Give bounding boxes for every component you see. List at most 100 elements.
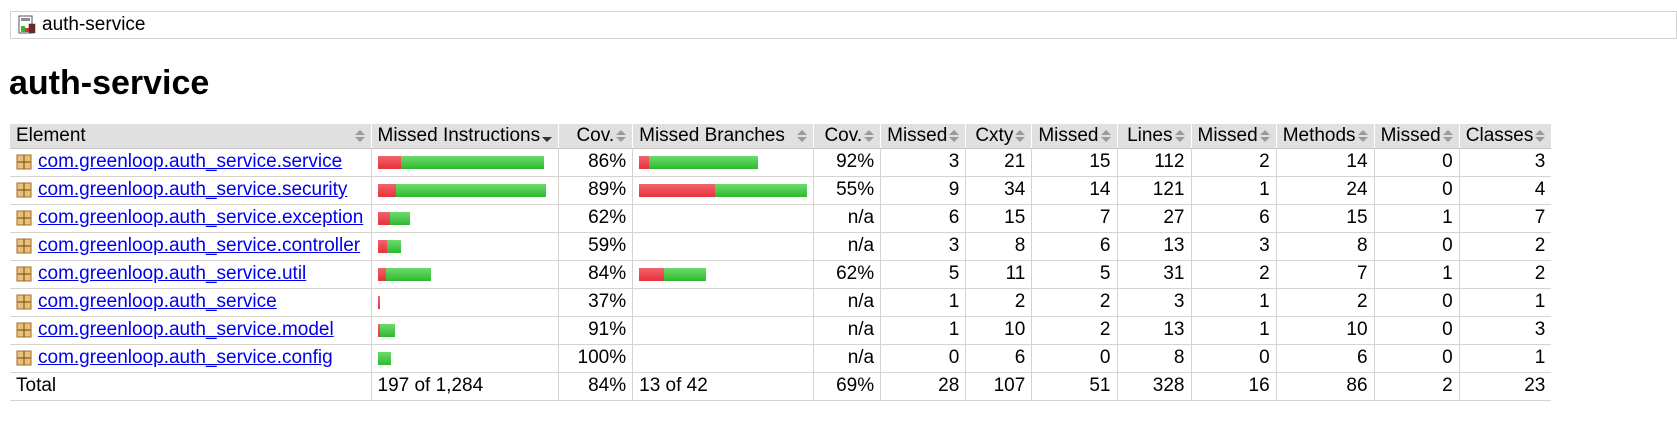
element-cell: com.greenloop.auth_service.service [10, 148, 371, 177]
missed-complexity: 5 [880, 260, 966, 289]
header-element[interactable]: Element [10, 124, 371, 149]
missed-lines: 2 [1031, 288, 1117, 317]
package-link[interactable]: com.greenloop.auth_service.service [38, 151, 343, 172]
branches-bar-cell [632, 316, 814, 345]
total-branch-coverage: 69% [813, 372, 881, 401]
header-classes[interactable]: Classes [1458, 124, 1552, 149]
sort-icon [1100, 129, 1111, 143]
missed-segment [377, 211, 390, 225]
lines: 121 [1116, 176, 1191, 205]
missed-complexity: 1 [880, 288, 966, 317]
missed-methods: 2 [1190, 148, 1277, 177]
report-icon [18, 15, 36, 35]
covered-segment [386, 239, 401, 253]
sort-icon [949, 129, 960, 143]
instructions-bar-cell [370, 148, 559, 177]
header-complexity[interactable]: Cxty [965, 124, 1032, 149]
element-cell: com.greenloop.auth_service [10, 288, 371, 317]
package-link[interactable]: com.greenloop.auth_service.exception [38, 207, 364, 228]
table-row: com.greenloop.auth_service.security 89% 55… [10, 176, 1552, 205]
header-missed-classes[interactable]: Missed [1373, 124, 1460, 149]
header-instruction-coverage[interactable]: Cov. [558, 124, 633, 149]
complexity: 21 [965, 148, 1032, 177]
package-link[interactable]: com.greenloop.auth_service.controller [38, 235, 361, 256]
package-link[interactable]: com.greenloop.auth_service.util [38, 263, 307, 284]
element-cell: com.greenloop.auth_service.config [10, 344, 371, 373]
lines: 13 [1116, 232, 1191, 261]
package-link[interactable]: com.greenloop.auth_service [38, 291, 277, 312]
sort-icon [616, 129, 627, 143]
missed-segment [377, 239, 387, 253]
instructions-coverage-bar [377, 239, 553, 253]
package-icon [16, 294, 32, 310]
header-missed-lines[interactable]: Missed [1031, 124, 1117, 149]
covered-segment [389, 211, 410, 225]
complexity: 2 [965, 288, 1032, 317]
table-row: com.greenloop.auth_service.config 100% n/a… [10, 344, 1552, 373]
missed-methods: 0 [1190, 344, 1277, 373]
classes: 2 [1458, 232, 1552, 261]
missed-lines: 0 [1031, 344, 1117, 373]
package-link[interactable]: com.greenloop.auth_service.config [38, 347, 333, 368]
missed-classes: 0 [1373, 232, 1460, 261]
breadcrumb-label: auth-service [42, 14, 146, 35]
package-link[interactable]: com.greenloop.auth_service.security [38, 179, 348, 200]
header-branch-coverage[interactable]: Cov. [813, 124, 881, 149]
covered-segment [715, 183, 808, 197]
sort-icon [1174, 129, 1185, 143]
missed-classes: 0 [1373, 148, 1460, 177]
complexity: 34 [965, 176, 1032, 205]
table-row: com.greenloop.auth_service.controller 59%… [10, 232, 1552, 261]
header-missed-methods[interactable]: Missed [1190, 124, 1277, 149]
instruction-coverage: 37% [558, 288, 633, 317]
branch-coverage: n/a [813, 232, 881, 261]
header-missed-branches[interactable]: Missed Branches [632, 124, 814, 149]
classes: 1 [1458, 344, 1552, 373]
package-icon [16, 154, 32, 170]
header-missed-instructions[interactable]: Missed Instructions [370, 124, 559, 149]
instruction-coverage: 62% [558, 204, 633, 233]
instruction-coverage: 89% [558, 176, 633, 205]
header-missed-complexity[interactable]: Missed [880, 124, 966, 149]
branches-coverage-bar [639, 155, 807, 169]
branches-bar-cell [632, 288, 814, 317]
missed-classes: 0 [1373, 176, 1460, 205]
instructions-bar-cell [370, 176, 559, 205]
branch-coverage: 62% [813, 260, 881, 289]
lines: 13 [1116, 316, 1191, 345]
classes: 3 [1458, 148, 1552, 177]
missed-methods: 3 [1190, 232, 1277, 261]
sort-desc-icon [542, 129, 553, 143]
lines: 8 [1116, 344, 1191, 373]
instructions-coverage-bar [377, 351, 553, 365]
package-link[interactable]: com.greenloop.auth_service.model [38, 319, 334, 340]
missed-lines: 5 [1031, 260, 1117, 289]
table-row: com.greenloop.auth_service.util 84% 62% 5 11… [10, 260, 1552, 289]
missed-segment [377, 267, 386, 281]
branch-coverage: n/a [813, 316, 881, 345]
covered-segment [385, 267, 431, 281]
table-body: com.greenloop.auth_service.service 86% 92%… [10, 148, 1552, 373]
branch-coverage: n/a [813, 204, 881, 233]
missed-segment [639, 183, 716, 197]
instructions-bar-cell [370, 260, 559, 289]
missed-complexity: 9 [880, 176, 966, 205]
missed-segment [377, 183, 396, 197]
covered-segment [379, 323, 395, 337]
missed-lines: 7 [1031, 204, 1117, 233]
table-row: com.greenloop.auth_service.model 91% n/a 1 1… [10, 316, 1552, 345]
branches-coverage-bar [639, 267, 807, 281]
package-icon [16, 182, 32, 198]
instructions-bar-cell [370, 288, 559, 317]
instructions-bar-cell [370, 204, 559, 233]
sort-icon [1015, 129, 1026, 143]
header-methods[interactable]: Methods [1275, 124, 1375, 149]
classes: 4 [1458, 176, 1552, 205]
header-lines[interactable]: Lines [1116, 124, 1191, 149]
missed-lines: 2 [1031, 316, 1117, 345]
covered-segment [395, 183, 546, 197]
table-row: com.greenloop.auth_service.exception 62% n… [10, 204, 1552, 233]
instruction-coverage: 100% [558, 344, 633, 373]
missed-segment [639, 267, 665, 281]
element-cell: com.greenloop.auth_service.security [10, 176, 371, 205]
